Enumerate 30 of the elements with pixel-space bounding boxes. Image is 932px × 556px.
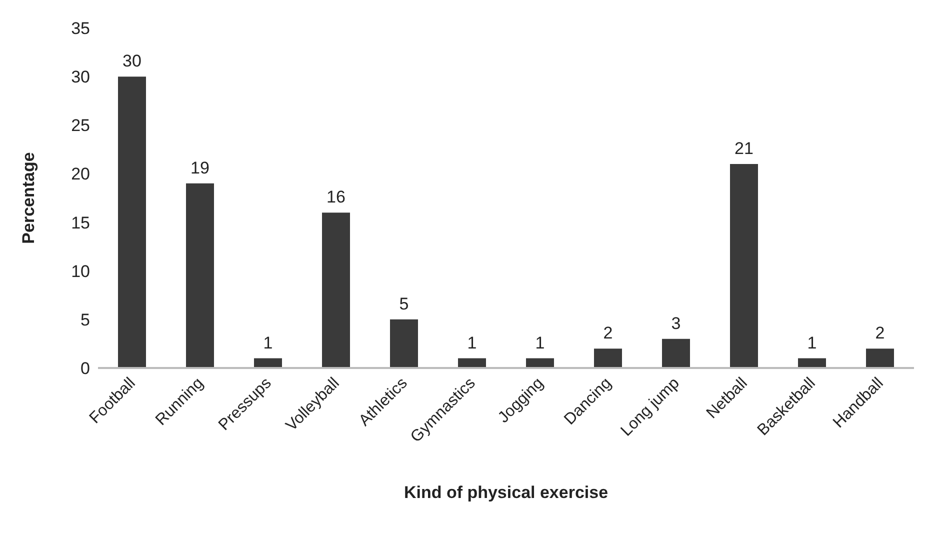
- bar: [866, 348, 894, 368]
- data-label: 1: [807, 333, 817, 352]
- bar: [118, 76, 146, 368]
- data-label: 2: [603, 324, 613, 343]
- bar: [662, 338, 690, 368]
- x-axis-title: Kind of physical exercise: [404, 483, 608, 502]
- bar: [322, 212, 350, 368]
- bar: [594, 348, 622, 368]
- data-label: 2: [875, 324, 885, 343]
- data-label: 3: [671, 314, 681, 333]
- y-tick-label: 30: [71, 68, 90, 87]
- data-label: 19: [190, 158, 210, 178]
- y-axis-title: Percentage: [19, 152, 38, 244]
- data-label: 5: [399, 294, 409, 314]
- bar: [186, 183, 214, 368]
- data-label: 1: [467, 333, 477, 352]
- y-tick-label: 5: [80, 310, 90, 330]
- y-tick-label: 35: [71, 19, 90, 38]
- y-tick-label: 10: [71, 262, 90, 281]
- y-tick-label: 0: [80, 359, 90, 378]
- bar: [390, 319, 418, 368]
- y-tick-label: 25: [71, 116, 90, 136]
- bar: [730, 164, 758, 368]
- data-label: 1: [263, 333, 273, 352]
- data-label: 1: [535, 333, 545, 352]
- y-tick-label: 20: [71, 164, 90, 184]
- data-label: 30: [122, 52, 142, 71]
- data-label: 21: [734, 139, 754, 158]
- y-tick-label: 15: [71, 213, 90, 232]
- data-label: 16: [326, 188, 346, 207]
